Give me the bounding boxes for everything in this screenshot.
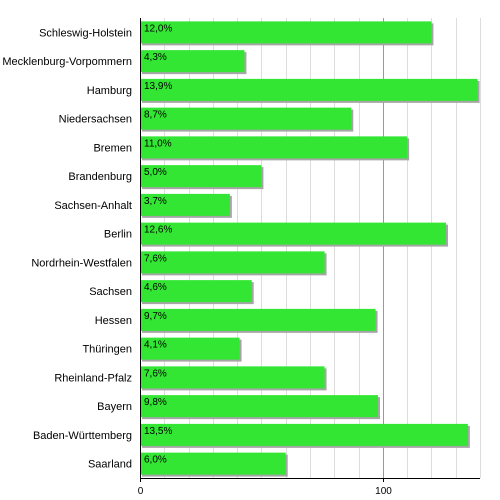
category-label: Saarland — [88, 459, 132, 471]
category-labels: Schleswig-Holstein Mecklenburg-Vorpommern… — [2, 27, 132, 470]
category-label: Bayern — [97, 401, 132, 413]
category-label: Niedersachsen — [59, 114, 132, 126]
x-axis: 0 100 — [138, 18, 480, 497]
bar — [140, 280, 252, 303]
bar — [140, 251, 325, 274]
data-label: 4,1% — [144, 340, 167, 351]
x-tick-label: 100 — [375, 486, 392, 497]
bar — [140, 308, 376, 331]
bar — [140, 452, 286, 475]
data-label: 11,0% — [144, 138, 172, 149]
bar — [140, 21, 432, 44]
category-label: Hessen — [95, 315, 132, 327]
data-label: 12,0% — [144, 23, 172, 34]
category-label: Bremen — [93, 142, 132, 154]
bar — [140, 107, 352, 130]
category-label: Thüringen — [82, 344, 132, 356]
category-label: Sachsen — [89, 286, 132, 298]
bar — [140, 337, 240, 360]
bar — [140, 395, 378, 418]
data-label: 9,7% — [144, 311, 167, 322]
x-tick-label: 0 — [138, 486, 144, 497]
bar — [140, 423, 468, 446]
bar — [140, 78, 478, 101]
bars — [140, 21, 480, 477]
data-label: 4,3% — [144, 52, 167, 63]
category-label: Brandenburg — [68, 171, 132, 183]
data-label: 13,9% — [144, 81, 172, 92]
data-label: 7,6% — [144, 253, 167, 264]
bar — [140, 222, 446, 245]
category-label: Schleswig-Holstein — [39, 27, 132, 39]
data-label: 3,7% — [144, 196, 167, 207]
bar — [140, 136, 408, 159]
category-label: Sachsen-Anhalt — [54, 200, 132, 212]
data-label: 6,0% — [144, 455, 167, 466]
category-label: Hamburg — [87, 85, 132, 97]
data-label: 9,8% — [144, 397, 167, 408]
data-label: 13,5% — [144, 426, 172, 437]
data-label: 5,0% — [144, 167, 167, 178]
bar — [140, 165, 262, 188]
bar — [140, 366, 325, 389]
data-labels: 12,0% 4,3% 13,9% 8,7% 11,0% 5,0% 3,7% 12,6% 7,6%… — [144, 23, 172, 465]
category-label: Nordrhein-Westfalen — [31, 257, 132, 269]
category-label: Rheinland-Pfalz — [54, 372, 132, 384]
data-label: 12,6% — [144, 225, 172, 236]
bar — [140, 50, 245, 73]
category-label: Berlin — [104, 229, 132, 241]
data-label: 8,7% — [144, 110, 167, 121]
category-label: Baden-Württemberg — [33, 430, 132, 442]
category-label: Mecklenburg-Vorpommern — [2, 56, 132, 68]
data-label: 4,6% — [144, 282, 167, 293]
bar — [140, 193, 230, 216]
data-label: 7,6% — [144, 368, 167, 379]
